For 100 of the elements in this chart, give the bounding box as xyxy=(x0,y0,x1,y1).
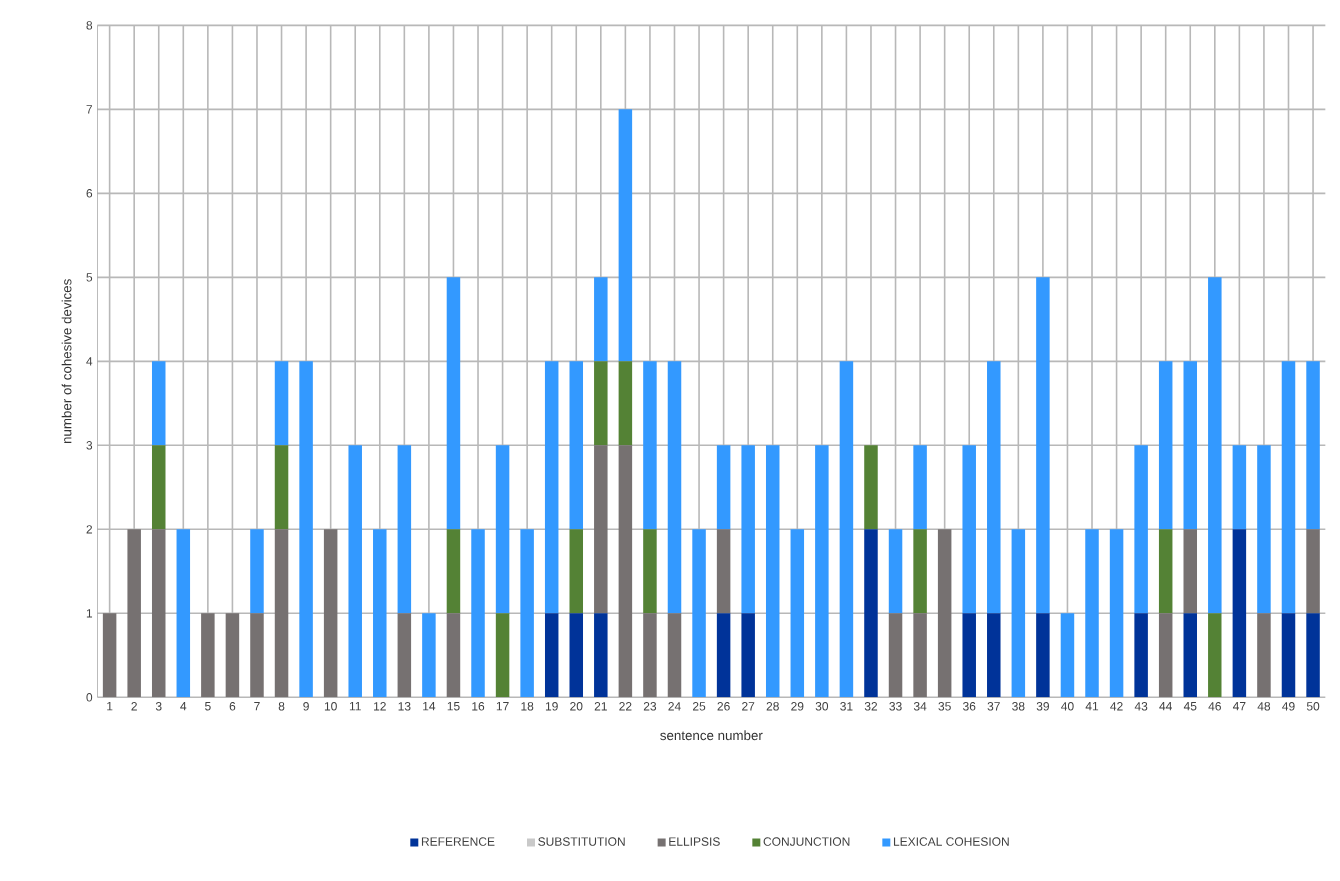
bar xyxy=(594,613,608,698)
x-tick-label: 40 xyxy=(1061,702,1074,711)
x-tick-label: 38 xyxy=(1012,702,1025,711)
x-tick-label: 2 xyxy=(131,702,137,711)
x-tick-label: 47 xyxy=(1232,702,1246,711)
x-tick-label: 50 xyxy=(1306,702,1320,711)
bar xyxy=(1158,529,1173,614)
x-tick-label: 3 xyxy=(155,702,162,711)
bar xyxy=(1232,529,1247,698)
bar xyxy=(569,361,584,530)
bar xyxy=(839,361,854,698)
bar xyxy=(594,277,608,362)
x-tick-label: 7 xyxy=(254,702,260,711)
x-tick-label: 48 xyxy=(1257,702,1271,711)
legend-label: REFERENCE xyxy=(421,837,495,846)
bar xyxy=(1306,361,1320,530)
bar xyxy=(1232,445,1247,530)
bar xyxy=(1183,361,1198,530)
bar xyxy=(594,361,608,446)
x-tick-label: 42 xyxy=(1110,702,1123,711)
bar xyxy=(446,613,461,698)
x-tick-label: 45 xyxy=(1183,702,1197,711)
legend-label: SUBSTITUTION xyxy=(538,837,625,846)
bar xyxy=(274,445,289,530)
bar xyxy=(151,361,166,446)
bar xyxy=(102,613,117,698)
bar xyxy=(962,613,976,698)
bar xyxy=(716,613,731,698)
bar xyxy=(299,361,313,698)
bar xyxy=(1281,613,1296,698)
bar xyxy=(250,613,264,698)
bar xyxy=(225,613,240,698)
bar xyxy=(495,445,510,614)
bar xyxy=(495,613,510,698)
x-tick-label: 1 xyxy=(107,702,113,711)
legend-label: ELLIPSIS xyxy=(669,837,720,846)
bar xyxy=(1085,529,1099,698)
x-tick-label: 9 xyxy=(303,702,309,711)
y-tick-label: 4 xyxy=(86,357,93,366)
x-tick-label: 10 xyxy=(324,702,337,711)
x-tick-label: 18 xyxy=(521,702,534,711)
y-tick-label: 5 xyxy=(86,273,93,282)
bar xyxy=(151,445,166,530)
bar xyxy=(176,529,191,698)
x-tick-label: 34 xyxy=(913,702,927,711)
bar xyxy=(790,529,805,698)
x-tick-label: 36 xyxy=(963,702,976,711)
bar xyxy=(1208,613,1222,698)
bar xyxy=(1109,529,1124,698)
bar xyxy=(913,529,927,614)
bar xyxy=(544,613,559,698)
bar xyxy=(765,445,780,698)
y-tick-label: 7 xyxy=(86,105,93,114)
x-tick-label: 4 xyxy=(180,702,187,711)
bar xyxy=(348,445,362,698)
x-tick-label: 17 xyxy=(496,702,509,711)
bar xyxy=(471,529,485,698)
bar xyxy=(1036,277,1050,614)
bar xyxy=(937,529,952,698)
bar xyxy=(446,529,461,614)
bar xyxy=(618,361,633,446)
bar xyxy=(962,445,976,614)
bar xyxy=(618,109,633,362)
x-tick-label: 27 xyxy=(742,702,755,711)
bar xyxy=(913,445,927,530)
y-tick-label: 3 xyxy=(86,441,93,450)
bar xyxy=(1158,361,1173,530)
x-tick-label: 25 xyxy=(692,702,706,711)
bar xyxy=(446,277,461,530)
x-tick-label: 24 xyxy=(668,702,681,711)
bar xyxy=(422,613,436,698)
bar xyxy=(741,613,755,698)
x-axis-title: sentence number xyxy=(660,730,763,741)
x-tick-label: 12 xyxy=(374,702,386,711)
bar xyxy=(544,361,559,614)
x-tick-label: 31 xyxy=(840,702,853,711)
x-tick-label: 22 xyxy=(619,702,632,711)
bar xyxy=(643,361,657,530)
bar xyxy=(1257,613,1271,698)
bar xyxy=(987,613,1001,698)
bar xyxy=(667,361,682,614)
bar xyxy=(1208,277,1222,614)
x-tick-label: 33 xyxy=(889,702,902,711)
x-tick-label: 46 xyxy=(1208,702,1221,711)
bar xyxy=(1306,529,1320,614)
bar xyxy=(888,613,903,698)
x-tick-label: 28 xyxy=(766,702,779,711)
bar xyxy=(151,529,166,698)
y-tick-label: 1 xyxy=(86,609,93,618)
bar xyxy=(667,613,682,698)
x-tick-label: 15 xyxy=(447,702,460,711)
bar xyxy=(1158,613,1173,698)
bar xyxy=(1036,613,1050,698)
x-tick-label: 37 xyxy=(987,702,1000,711)
bar xyxy=(716,445,731,530)
x-tick-label: 5 xyxy=(205,702,211,711)
bar xyxy=(201,613,215,698)
bar xyxy=(1183,613,1198,698)
bar xyxy=(127,529,141,698)
x-tick-label: 35 xyxy=(938,702,951,711)
